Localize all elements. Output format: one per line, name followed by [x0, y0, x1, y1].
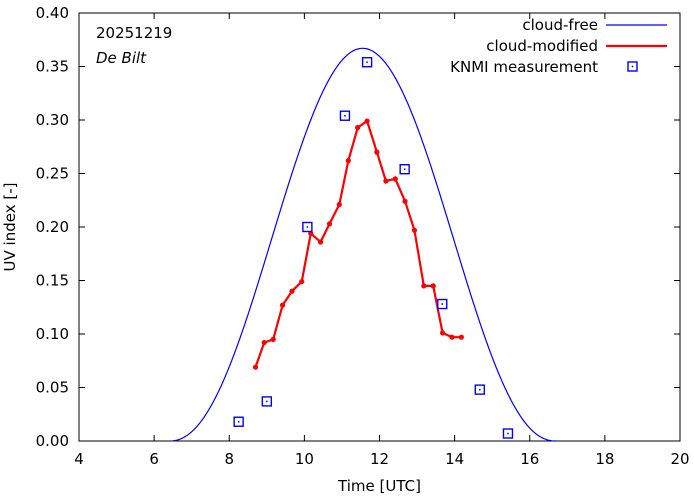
knmi-measurement-point	[502, 428, 514, 439]
knmi-measurement-point-dot	[403, 168, 406, 170]
knmi-measurement-point	[261, 396, 273, 407]
date-label: 20251219	[96, 24, 172, 42]
cloud-modified-point	[449, 334, 455, 340]
knmi-measurement-point-dot	[237, 420, 240, 423]
knmi-measurement-point-dot	[344, 114, 346, 117]
cloud-modified-point	[364, 118, 370, 124]
tick-layer: 4 6 8 10 12 14 16 18 20 0.00 0.05 0.10 0.15 0.20 0.25 0…	[36, 4, 690, 468]
knmi-measurement-point	[474, 384, 485, 395]
cloud-modified-point	[411, 227, 418, 233]
y-tick-label: 0.15	[36, 272, 69, 290]
x-tick-label: 10	[295, 450, 314, 468]
cloud-modified-point	[252, 364, 259, 370]
y-tick-label: 0.25	[36, 165, 69, 183]
cloud-modified-point	[392, 176, 398, 182]
legend-marker-knmi-measurement-dot	[631, 65, 634, 68]
y-tick-label: 0.30	[36, 111, 69, 129]
cloud-modified-point	[279, 302, 286, 308]
knmi-measurement-point-dot	[479, 388, 481, 391]
knmi-measurement-point	[302, 221, 313, 233]
knmi-measurement-point	[437, 298, 448, 310]
cloud-modified-point	[402, 198, 408, 204]
x-tick-label: 18	[595, 450, 614, 468]
y-axis-title: UV index [-]	[1, 183, 19, 272]
x-tick-label: 8	[224, 450, 234, 468]
y-tick-label: 0.05	[36, 379, 69, 397]
series-layer	[172, 47, 557, 442]
legend: cloud-free cloud-modified KNMI measureme…	[450, 16, 667, 76]
cloud-modified-point	[440, 330, 446, 336]
cloud-modified-point	[317, 239, 324, 245]
y-tick-label: 0.10	[36, 325, 69, 343]
cloud-modified-point	[430, 283, 436, 289]
y-tick-label: 0.40	[36, 4, 69, 22]
knmi-measurement-point-dot	[306, 226, 309, 228]
x-tick-label: 14	[445, 450, 464, 468]
cloud-modified-point	[355, 124, 361, 131]
cloud-modified-point	[326, 221, 333, 227]
knmi-measurement-point-dot	[507, 432, 509, 435]
x-tick-label: 16	[520, 450, 539, 468]
y-tick-label: 0.20	[36, 218, 69, 236]
cloud-modified-point	[345, 158, 351, 164]
knmi-measurement-point	[399, 164, 410, 175]
x-tick-label: 6	[149, 450, 159, 468]
knmi-measurement-point	[361, 57, 373, 68]
legend-label-cloud-modified: cloud-modified	[486, 37, 598, 55]
y-tick-label: 0.00	[36, 432, 69, 450]
x-axis-title: Time [UTC]	[337, 477, 421, 495]
plot-frame	[78, 12, 681, 442]
knmi-measurement-point-dot	[366, 61, 368, 63]
cloud-modified-point	[374, 149, 380, 155]
cloud-modified-point	[336, 201, 342, 208]
knmi-measurement-point-dot	[441, 303, 443, 305]
cloud-modified-point	[421, 283, 427, 289]
x-tick-label: 20	[670, 450, 689, 468]
cloud-modified-line	[254, 119, 462, 368]
knmi-measurement-point-dot	[266, 400, 268, 403]
x-tick-label: 4	[74, 450, 84, 468]
location-label: De Bilt	[96, 49, 147, 67]
x-tick-label: 12	[370, 450, 389, 468]
cloud-modified-point	[261, 339, 267, 346]
legend-marker-knmi-measurement	[627, 61, 638, 72]
cloud-free-line	[172, 47, 557, 442]
cloud-modified-point	[458, 334, 464, 340]
cloud-modified-point	[299, 278, 305, 285]
knmi-measurement-point	[339, 110, 351, 121]
cloud-modified-point	[270, 336, 276, 342]
legend-label-knmi-measurement: KNMI measurement	[450, 58, 598, 76]
cloud-modified-point	[383, 178, 389, 184]
cloud-modified-point	[289, 288, 295, 294]
legend-label-cloud-free: cloud-free	[522, 16, 598, 34]
knmi-measurement-point	[233, 416, 244, 427]
y-tick-label: 0.35	[36, 58, 69, 76]
